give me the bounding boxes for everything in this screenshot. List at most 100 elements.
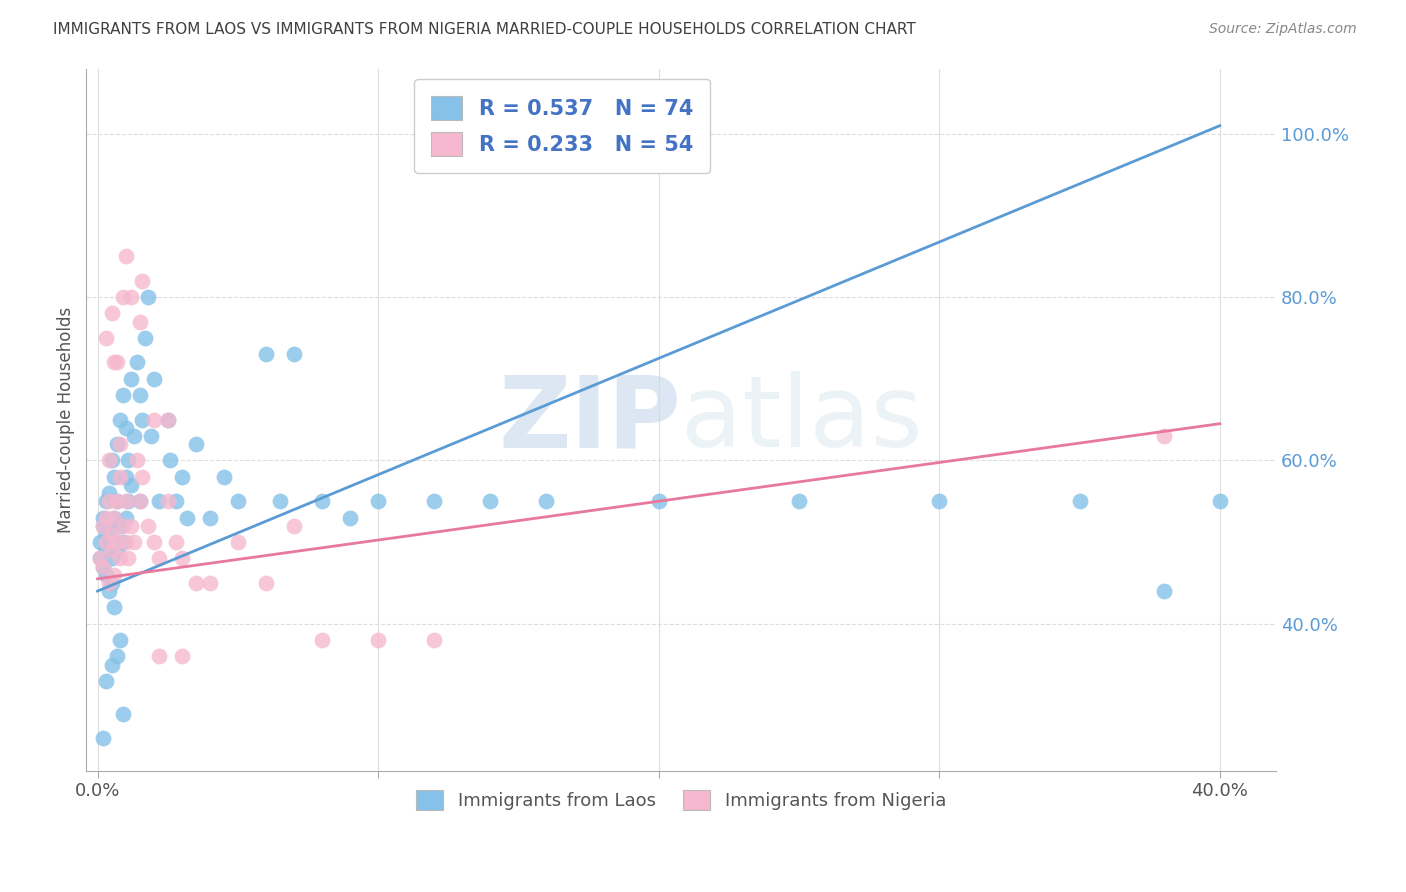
Point xyxy=(647,494,669,508)
Point xyxy=(114,494,136,508)
Text: IMMIGRANTS FROM LAOS VS IMMIGRANTS FROM NIGERIA MARRIED-COUPLE HOUSEHOLDS CORREL: IMMIGRANTS FROM LAOS VS IMMIGRANTS FROM … xyxy=(53,22,917,37)
Point xyxy=(100,306,122,320)
Point xyxy=(148,649,170,664)
Point xyxy=(108,412,131,426)
Point xyxy=(120,372,142,386)
Point xyxy=(117,494,139,508)
Point xyxy=(311,633,333,648)
Point xyxy=(111,535,134,549)
Text: atlas: atlas xyxy=(681,371,922,468)
Point xyxy=(91,518,114,533)
Point xyxy=(131,412,153,426)
Point xyxy=(176,510,198,524)
Point xyxy=(117,453,139,467)
Point xyxy=(91,518,114,533)
Point xyxy=(94,535,117,549)
Point xyxy=(184,437,207,451)
Point xyxy=(103,355,125,369)
Point xyxy=(212,469,235,483)
Point xyxy=(128,315,150,329)
Point xyxy=(159,453,181,467)
Point xyxy=(139,429,162,443)
Point xyxy=(103,469,125,483)
Point xyxy=(94,331,117,345)
Point xyxy=(423,494,446,508)
Point xyxy=(97,584,120,599)
Point xyxy=(97,494,120,508)
Point xyxy=(536,494,558,508)
Point xyxy=(184,575,207,590)
Point xyxy=(128,494,150,508)
Point xyxy=(108,469,131,483)
Point xyxy=(105,543,128,558)
Point xyxy=(89,535,111,549)
Point xyxy=(97,535,120,549)
Point xyxy=(103,510,125,524)
Point xyxy=(103,567,125,582)
Point xyxy=(103,510,125,524)
Point xyxy=(114,249,136,263)
Point xyxy=(1153,584,1175,599)
Point xyxy=(114,469,136,483)
Point xyxy=(91,559,114,574)
Point xyxy=(105,437,128,451)
Point xyxy=(122,429,145,443)
Point xyxy=(114,510,136,524)
Point xyxy=(136,290,159,304)
Point xyxy=(100,575,122,590)
Point xyxy=(156,494,179,508)
Point xyxy=(226,535,249,549)
Point xyxy=(120,290,142,304)
Point xyxy=(105,494,128,508)
Point xyxy=(120,518,142,533)
Point xyxy=(170,649,193,664)
Point xyxy=(105,535,128,549)
Point xyxy=(128,388,150,402)
Point xyxy=(94,567,117,582)
Point xyxy=(94,510,117,524)
Point xyxy=(100,657,122,672)
Point xyxy=(97,575,120,590)
Point xyxy=(105,355,128,369)
Point xyxy=(134,331,156,345)
Point xyxy=(94,673,117,688)
Point xyxy=(170,551,193,566)
Point xyxy=(100,518,122,533)
Point xyxy=(1153,429,1175,443)
Point xyxy=(100,543,122,558)
Point xyxy=(311,494,333,508)
Point xyxy=(142,412,165,426)
Point xyxy=(111,518,134,533)
Point xyxy=(108,518,131,533)
Point xyxy=(131,469,153,483)
Point xyxy=(128,494,150,508)
Point xyxy=(111,706,134,721)
Point xyxy=(136,518,159,533)
Point xyxy=(108,437,131,451)
Point xyxy=(94,494,117,508)
Point xyxy=(94,543,117,558)
Point xyxy=(339,510,361,524)
Point xyxy=(787,494,810,508)
Point xyxy=(117,551,139,566)
Point xyxy=(114,421,136,435)
Point xyxy=(100,453,122,467)
Point xyxy=(125,355,148,369)
Point xyxy=(148,494,170,508)
Point xyxy=(120,478,142,492)
Point xyxy=(283,347,305,361)
Text: ZIP: ZIP xyxy=(498,371,681,468)
Point xyxy=(479,494,502,508)
Point xyxy=(111,290,134,304)
Point xyxy=(1069,494,1091,508)
Point xyxy=(423,633,446,648)
Point xyxy=(131,274,153,288)
Point xyxy=(254,347,277,361)
Point xyxy=(108,551,131,566)
Point xyxy=(100,527,122,541)
Point xyxy=(91,510,114,524)
Point xyxy=(156,412,179,426)
Point xyxy=(928,494,950,508)
Point xyxy=(198,575,221,590)
Point xyxy=(103,600,125,615)
